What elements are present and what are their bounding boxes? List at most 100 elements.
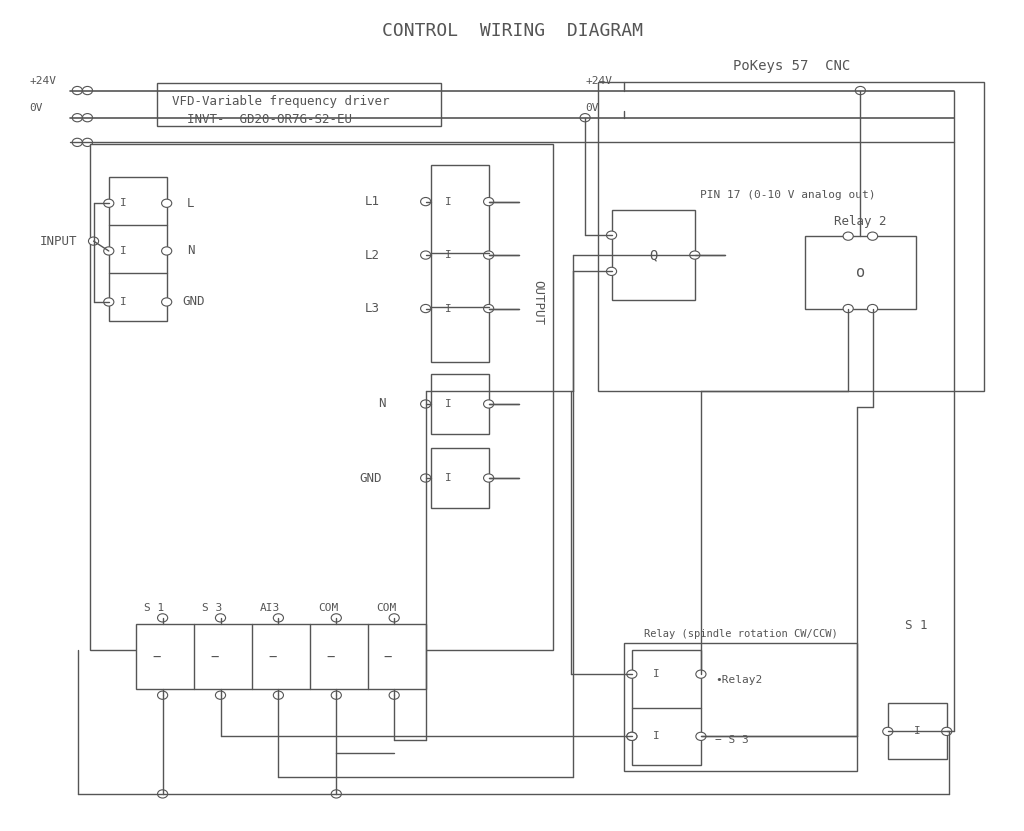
Text: COM: COM: [318, 603, 338, 613]
Text: o: o: [856, 265, 865, 280]
Bar: [805, 236, 916, 308]
Circle shape: [867, 304, 878, 312]
Circle shape: [158, 789, 168, 798]
Text: S 1: S 1: [144, 603, 165, 613]
Circle shape: [421, 474, 431, 482]
Circle shape: [883, 727, 893, 735]
Text: L2: L2: [365, 248, 380, 262]
Text: L1: L1: [365, 195, 380, 208]
Text: N: N: [378, 397, 385, 411]
Circle shape: [162, 247, 172, 255]
Circle shape: [580, 114, 590, 122]
Circle shape: [215, 614, 225, 622]
Circle shape: [103, 247, 114, 255]
Circle shape: [331, 614, 341, 622]
Circle shape: [389, 614, 399, 622]
Circle shape: [103, 199, 114, 208]
Text: Relay (spindle rotation CW/CCW): Relay (spindle rotation CW/CCW): [644, 628, 838, 638]
Text: VFD-Variable frequency driver: VFD-Variable frequency driver: [172, 95, 389, 108]
Circle shape: [73, 138, 82, 146]
Circle shape: [158, 691, 168, 700]
Bar: [109, 177, 167, 321]
Text: I: I: [444, 473, 452, 483]
Circle shape: [331, 691, 341, 700]
Circle shape: [483, 400, 494, 408]
Text: −: −: [210, 650, 218, 663]
Text: INVT-  GD20-OR7G-S2-EU: INVT- GD20-OR7G-S2-EU: [187, 113, 352, 125]
Bar: [431, 165, 488, 362]
Text: S 1: S 1: [905, 619, 928, 632]
Circle shape: [73, 86, 82, 95]
Circle shape: [421, 304, 431, 312]
Text: I: I: [120, 199, 126, 209]
Circle shape: [483, 198, 494, 206]
Text: •Relay2: •Relay2: [715, 676, 763, 686]
Circle shape: [162, 297, 172, 306]
Circle shape: [483, 251, 494, 259]
Text: L: L: [187, 197, 195, 209]
Text: CONTROL  WIRING  DIAGRAM: CONTROL WIRING DIAGRAM: [382, 22, 642, 41]
Text: AI3: AI3: [260, 603, 281, 613]
Text: PIN 17 (0-10 V analog out): PIN 17 (0-10 V analog out): [699, 190, 876, 200]
Circle shape: [613, 114, 624, 122]
Bar: [632, 650, 700, 765]
Circle shape: [690, 251, 699, 259]
Circle shape: [215, 691, 225, 700]
Circle shape: [421, 400, 431, 408]
Bar: [136, 624, 426, 689]
Circle shape: [103, 297, 114, 306]
Circle shape: [483, 304, 494, 312]
Circle shape: [331, 789, 341, 798]
Text: PoKeys 57  CNC: PoKeys 57 CNC: [733, 59, 850, 73]
Circle shape: [843, 304, 853, 312]
Circle shape: [696, 732, 706, 740]
Circle shape: [867, 232, 878, 240]
Circle shape: [82, 86, 92, 95]
Text: +24V: +24V: [30, 76, 56, 86]
Text: I: I: [444, 250, 452, 260]
Circle shape: [627, 732, 637, 740]
Text: I: I: [652, 669, 659, 679]
Text: I: I: [652, 731, 659, 741]
Circle shape: [624, 86, 634, 95]
Circle shape: [158, 614, 168, 622]
Text: I: I: [444, 399, 452, 409]
Text: 0V: 0V: [30, 103, 43, 113]
Circle shape: [855, 86, 865, 95]
Text: COM: COM: [376, 603, 396, 613]
Circle shape: [82, 138, 92, 146]
Circle shape: [627, 732, 637, 740]
Text: GND: GND: [359, 471, 382, 484]
Circle shape: [82, 114, 92, 122]
Text: GND: GND: [182, 296, 205, 308]
Circle shape: [273, 614, 284, 622]
Circle shape: [696, 670, 706, 678]
Bar: [431, 375, 488, 434]
Text: Relay 2: Relay 2: [835, 215, 887, 228]
Text: I: I: [913, 726, 921, 736]
Text: N: N: [187, 244, 195, 258]
Text: I: I: [444, 303, 452, 313]
Circle shape: [73, 114, 82, 122]
Bar: [624, 643, 857, 771]
Circle shape: [606, 231, 616, 239]
Bar: [431, 449, 488, 508]
Text: INPUT: INPUT: [40, 234, 77, 248]
Text: −: −: [153, 650, 161, 663]
Circle shape: [483, 474, 494, 482]
Circle shape: [389, 691, 399, 700]
Text: I: I: [120, 246, 126, 256]
Circle shape: [624, 114, 634, 122]
Text: 0V: 0V: [585, 103, 599, 113]
Circle shape: [88, 237, 98, 245]
Circle shape: [613, 86, 624, 95]
Bar: [598, 82, 984, 391]
Bar: [157, 83, 441, 126]
Text: I: I: [444, 197, 452, 207]
Circle shape: [421, 251, 431, 259]
Circle shape: [162, 199, 172, 208]
Text: −: −: [268, 650, 276, 663]
Bar: [611, 210, 695, 300]
Text: +24V: +24V: [585, 76, 612, 86]
Text: Q: Q: [649, 248, 657, 262]
